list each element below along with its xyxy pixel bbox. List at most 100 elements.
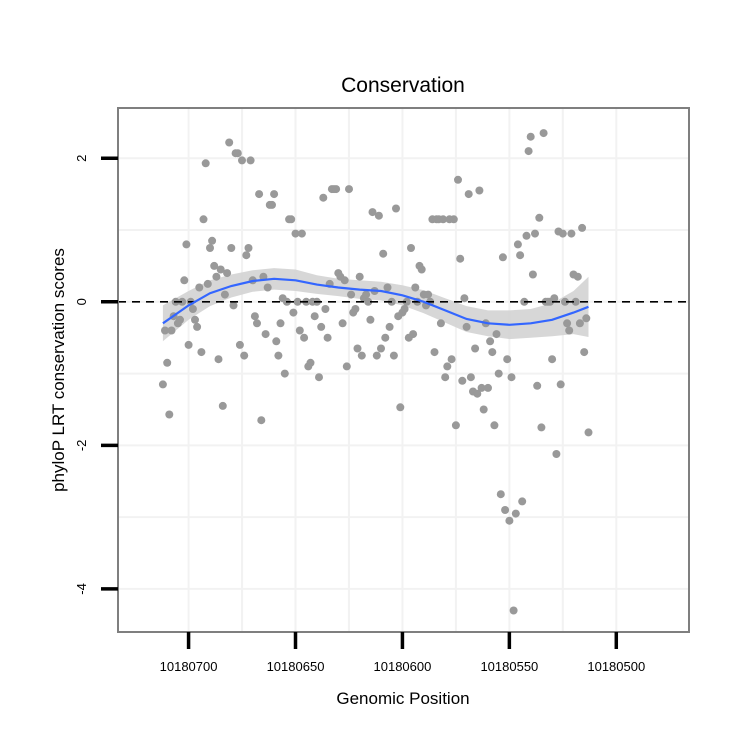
data-point <box>556 380 565 389</box>
data-point <box>270 190 279 199</box>
x-tick-label: 10180550 <box>480 659 538 674</box>
data-point <box>280 369 289 378</box>
data-point <box>319 193 328 202</box>
data-point <box>353 344 362 353</box>
data-point <box>505 516 514 525</box>
data-point <box>475 186 484 195</box>
data-point <box>216 265 225 274</box>
data-point <box>212 272 221 281</box>
data-point <box>411 283 420 292</box>
data-point <box>511 509 520 518</box>
x-tick-label: 10180700 <box>160 659 218 674</box>
data-point <box>498 253 507 262</box>
data-point <box>276 319 285 328</box>
data-point <box>357 351 366 360</box>
data-point <box>561 297 569 306</box>
data-point <box>368 208 377 217</box>
data-point <box>377 344 385 353</box>
data-point <box>268 200 276 209</box>
data-point <box>197 348 206 357</box>
data-point <box>477 383 486 392</box>
data-point <box>287 215 296 224</box>
data-point <box>289 308 298 317</box>
data-point <box>494 369 503 378</box>
data-point <box>362 290 371 299</box>
data-point <box>473 389 482 398</box>
data-point <box>199 215 208 224</box>
data-point <box>297 229 306 238</box>
data-point <box>235 340 244 349</box>
data-point <box>439 215 448 224</box>
data-point <box>300 333 309 342</box>
data-point <box>417 265 426 274</box>
data-point <box>355 272 364 281</box>
data-point <box>220 290 229 299</box>
data-point <box>310 312 319 321</box>
data-point <box>178 297 187 306</box>
data-point <box>492 330 501 339</box>
data-point <box>372 351 381 360</box>
data-point <box>501 506 510 514</box>
y-tick-label: -2 <box>74 440 89 452</box>
data-point <box>214 355 223 364</box>
data-point <box>242 251 251 260</box>
data-point <box>381 333 390 342</box>
data-point <box>552 450 561 458</box>
data-point <box>535 213 544 222</box>
data-point <box>229 301 238 310</box>
smooth-trend-line <box>162 277 589 326</box>
data-point <box>374 211 383 220</box>
data-point <box>210 261 219 270</box>
data-point <box>246 156 255 165</box>
data-point <box>208 236 217 245</box>
data-point <box>402 297 411 306</box>
data-point <box>193 322 202 331</box>
data-point <box>293 297 302 306</box>
data-point <box>338 319 347 328</box>
data-point <box>400 305 409 313</box>
data-point <box>261 330 270 339</box>
data-point <box>584 428 593 437</box>
y-axis: -4 -2 0 2 <box>74 155 118 595</box>
x-axis-title: Genomic Position <box>336 689 469 708</box>
data-point <box>451 421 460 430</box>
data-point <box>396 403 405 412</box>
data-point <box>188 305 197 313</box>
data-point <box>460 294 469 303</box>
data-point <box>441 373 450 382</box>
data-point <box>509 606 518 615</box>
data-point <box>238 156 246 165</box>
data-point <box>184 340 193 349</box>
data-point <box>565 326 574 335</box>
data-point <box>225 138 234 147</box>
data-point <box>347 290 356 299</box>
data-point <box>392 204 400 213</box>
data-point <box>516 251 525 260</box>
data-point <box>263 283 272 292</box>
data-point <box>567 229 576 238</box>
data-point <box>537 423 546 432</box>
data-point <box>255 190 264 199</box>
data-point <box>379 249 388 258</box>
data-point <box>522 231 531 240</box>
data-point <box>250 312 259 321</box>
data-point <box>464 190 473 199</box>
data-point <box>167 326 176 335</box>
data-point <box>182 240 191 249</box>
data-point <box>191 315 199 324</box>
data-point <box>479 405 488 414</box>
data-point <box>180 276 189 285</box>
data-point <box>563 319 572 328</box>
data-point <box>389 351 398 360</box>
data-point <box>436 319 445 328</box>
data-point <box>548 355 557 364</box>
x-tick-label: 10180600 <box>374 659 432 674</box>
data-point <box>471 344 480 353</box>
data-point <box>240 351 249 360</box>
data-point <box>490 421 499 430</box>
data-point <box>295 326 304 335</box>
data-point <box>454 175 462 184</box>
data-point <box>158 380 167 389</box>
data-point <box>342 362 351 371</box>
y-tick-label: 2 <box>74 155 89 162</box>
